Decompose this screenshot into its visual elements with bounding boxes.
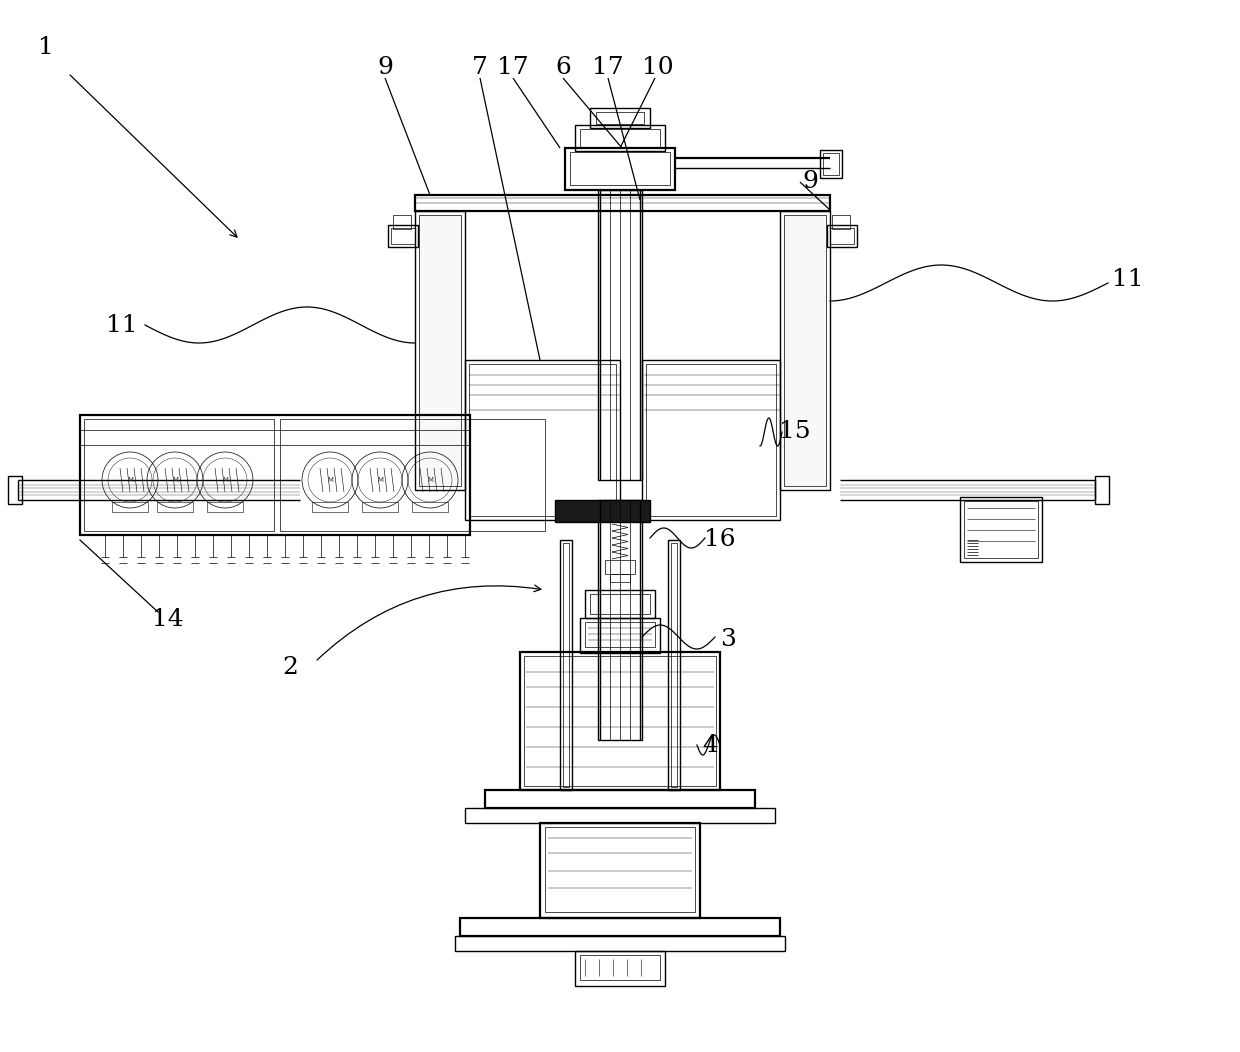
Bar: [485, 790, 755, 808]
Bar: [598, 500, 642, 740]
Bar: [81, 414, 470, 535]
Bar: [570, 151, 670, 185]
Text: 11: 11: [1112, 268, 1143, 291]
Bar: [605, 560, 635, 574]
Bar: [207, 502, 243, 512]
Bar: [465, 808, 775, 823]
Bar: [671, 543, 677, 787]
Bar: [646, 364, 776, 515]
Bar: [585, 590, 655, 618]
Bar: [575, 951, 665, 986]
Bar: [830, 228, 854, 244]
Bar: [520, 652, 720, 790]
Text: 9: 9: [377, 57, 393, 80]
Bar: [784, 215, 826, 486]
Bar: [823, 153, 839, 175]
Bar: [388, 225, 418, 247]
Bar: [580, 618, 660, 653]
Bar: [963, 501, 1038, 558]
Bar: [820, 150, 842, 178]
Text: 6: 6: [556, 57, 570, 80]
Text: M: M: [172, 477, 179, 483]
Bar: [312, 502, 348, 512]
Bar: [362, 502, 398, 512]
Text: 14: 14: [153, 608, 184, 631]
Text: 4: 4: [702, 733, 718, 756]
Text: 17: 17: [593, 57, 624, 80]
Bar: [112, 502, 148, 512]
Bar: [412, 502, 448, 512]
Bar: [560, 540, 572, 790]
Bar: [280, 419, 546, 531]
Text: M: M: [327, 477, 334, 483]
Bar: [525, 656, 715, 786]
Bar: [832, 215, 849, 229]
Bar: [539, 823, 701, 918]
Bar: [556, 500, 650, 522]
Text: M: M: [427, 477, 433, 483]
Bar: [415, 195, 830, 211]
Bar: [465, 360, 620, 520]
Text: 7: 7: [472, 57, 487, 80]
Text: M: M: [126, 477, 133, 483]
Bar: [585, 622, 655, 647]
Text: 11: 11: [107, 313, 138, 337]
Bar: [419, 215, 461, 486]
Bar: [580, 955, 660, 980]
Bar: [642, 360, 780, 520]
Bar: [960, 497, 1042, 562]
Bar: [1095, 476, 1109, 504]
Bar: [827, 225, 857, 247]
Text: M: M: [222, 477, 228, 483]
Bar: [596, 112, 644, 124]
Text: 17: 17: [497, 57, 528, 80]
Text: 3: 3: [720, 628, 735, 651]
Bar: [598, 190, 642, 480]
Bar: [563, 543, 569, 787]
Bar: [668, 540, 680, 790]
Text: 10: 10: [642, 57, 673, 80]
Bar: [780, 211, 830, 490]
Text: 16: 16: [704, 528, 735, 551]
Bar: [469, 364, 616, 515]
Bar: [157, 502, 193, 512]
Bar: [575, 125, 665, 151]
Text: 1: 1: [38, 37, 53, 60]
Bar: [565, 148, 675, 190]
Bar: [393, 215, 410, 229]
Bar: [460, 918, 780, 936]
Bar: [590, 594, 650, 614]
Bar: [590, 108, 650, 128]
Text: 2: 2: [281, 656, 298, 680]
Text: 9: 9: [802, 170, 818, 194]
Bar: [7, 476, 22, 504]
Bar: [455, 936, 785, 951]
Bar: [546, 827, 694, 912]
Bar: [580, 129, 660, 147]
Text: M: M: [377, 477, 383, 483]
Bar: [610, 574, 630, 582]
Bar: [415, 211, 465, 490]
Text: 15: 15: [779, 421, 811, 444]
Bar: [84, 419, 274, 531]
Bar: [391, 228, 415, 244]
